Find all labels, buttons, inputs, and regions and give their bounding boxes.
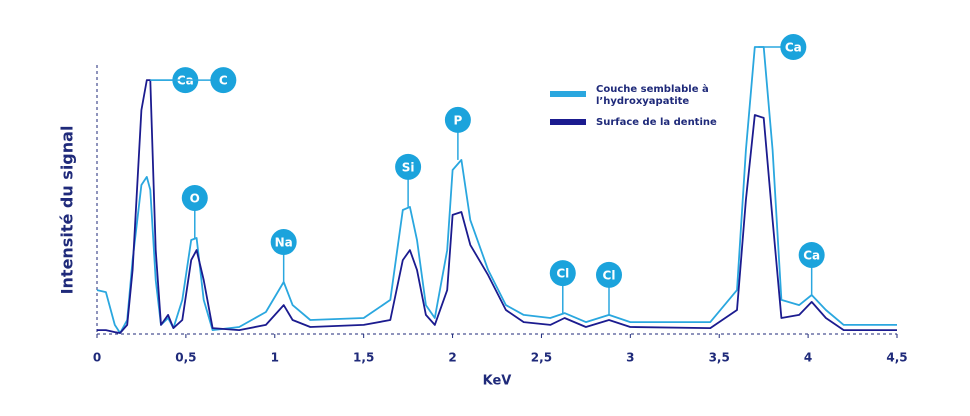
x-tick-label: 0,5 (175, 351, 196, 365)
x-tick-label: 2,5 (531, 351, 552, 365)
x-tick-label: 3,5 (709, 351, 730, 365)
annotation-bubble (780, 34, 807, 61)
x-tick-label: 4 (804, 351, 812, 365)
x-tick-label: 2 (448, 351, 456, 365)
annotation-label: Ca (785, 41, 802, 55)
annotation-label: C (219, 74, 228, 88)
x-axis-label: KeV (483, 374, 512, 389)
annotation-label: Cl (556, 267, 569, 281)
annotation-bubble (596, 261, 622, 288)
annotation-label: Cl (603, 268, 616, 282)
annotation-label: P (453, 113, 462, 127)
annotation-label: Si (402, 160, 415, 174)
annotation-bubble (181, 184, 208, 211)
series-line (97, 79, 897, 334)
x-tick-label: 1 (271, 351, 279, 365)
x-tick-label: 0 (93, 351, 101, 365)
legend-label: Couche semblable à l’hydroxyapatite (596, 83, 709, 107)
annotation-label: Ca (803, 248, 820, 262)
series-line (96, 46, 897, 334)
legend-swatch (550, 119, 586, 125)
annotation-bubble (444, 106, 471, 133)
annotation-label: O (190, 191, 200, 205)
annotation-bubble (270, 229, 297, 256)
legend-label: Surface de la dentine (596, 117, 717, 128)
x-tick-label: 1,5 (353, 351, 374, 365)
x-tick-label: 4,5 (886, 351, 907, 365)
annotation-label: Na (275, 236, 293, 250)
annotation-bubble (395, 153, 422, 180)
annotation-bubble (210, 67, 237, 94)
annotation-bubble (798, 241, 825, 268)
legend-swatch (550, 91, 586, 97)
y-axis-label: Intensité du signal (58, 126, 77, 295)
x-tick-label: 3 (626, 351, 634, 365)
annotation-bubble (549, 260, 576, 287)
